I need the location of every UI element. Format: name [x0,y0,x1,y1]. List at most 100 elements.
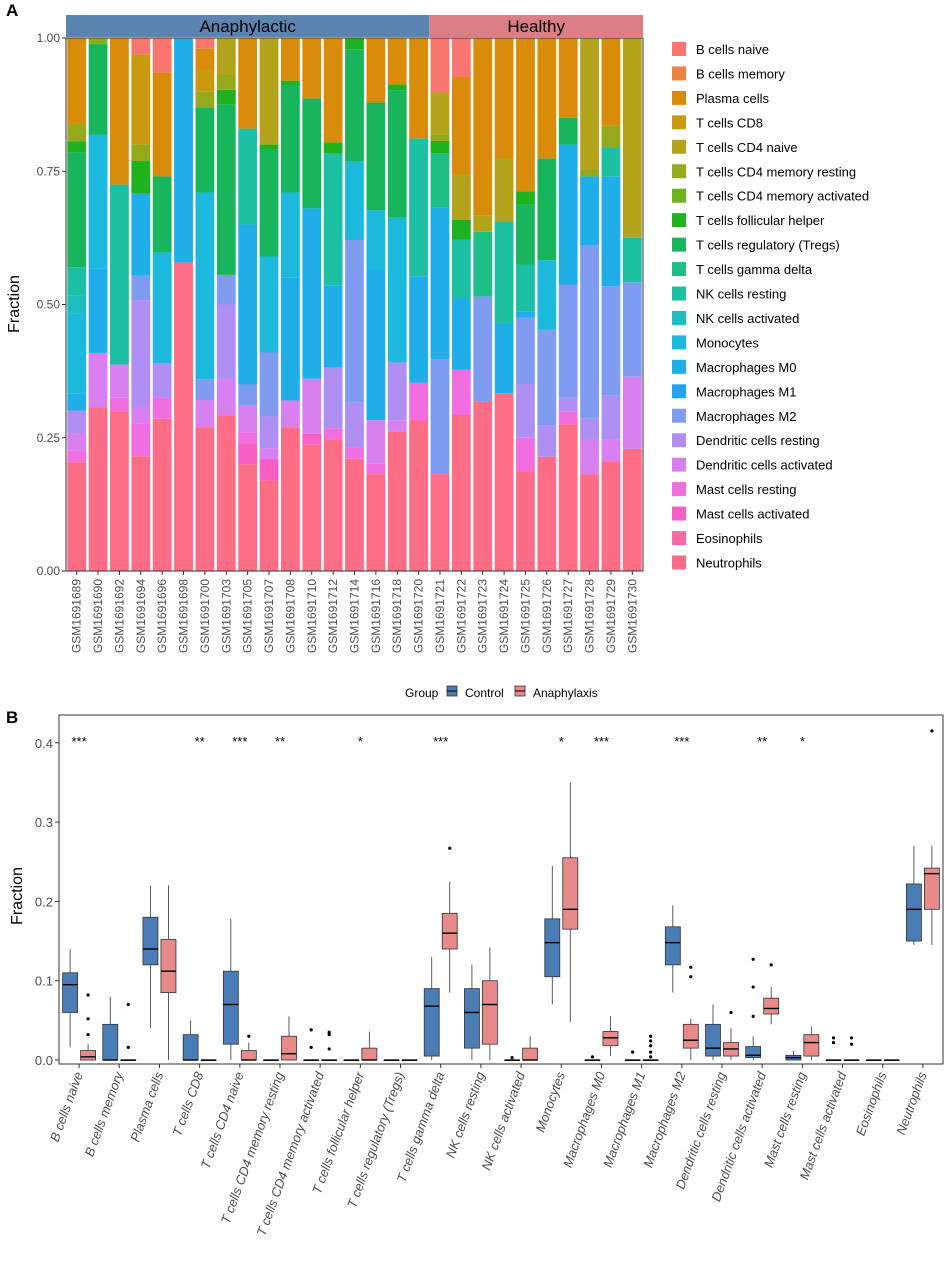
bar-segment-macrophages-m2 [238,384,258,406]
outlier-point [930,729,934,733]
outlier-point [126,1002,130,1007]
box-control [142,885,159,1029]
bar-segment-macrophages-m2 [131,275,151,301]
panel-label-b: B [6,708,18,727]
bar-segment-b-cells-naive [451,38,471,77]
bar-segment-t-cells-follicular-helper [280,80,300,86]
legend-item-nk-cells-activated: NK cells activated [672,310,799,326]
bar-segment-nk-cells-resting [451,239,471,298]
bar-segment-mast-cells-resting [345,447,364,459]
bar-segment-t-cells-regulatory-tregs [537,158,557,261]
bar-stack-gsm1691692 [110,38,129,571]
box-body [745,1046,762,1059]
box-control [584,1055,601,1062]
box-body [602,1031,619,1047]
x-tick-label: GSM1691696 [155,579,169,653]
x-tick-label: Mast cells resting [761,1069,810,1169]
box-body [544,918,561,978]
bar-segment-t-cells-regulatory-tregs [259,149,279,257]
box-anaphylaxis [240,1034,257,1061]
bar-segment-t-cells-follicular-helper [323,142,343,154]
bar-segment-plasma-cells [494,38,514,159]
bar-segment-plasma-cells [516,38,535,192]
box-body [182,1034,199,1061]
legend-item-t-cells-cd4-memory-resting: T cells CD4 memory resting [672,164,856,179]
box-group-monocytes: * [544,734,579,1022]
box-group-b-cells-memory [102,996,137,1062]
box-body [441,912,458,950]
bar-segment-macrophages-m2 [473,296,493,402]
bar-segment-neutrophils [323,439,343,571]
legend-swatch [672,213,686,228]
bar-segment-neutrophils [67,462,87,571]
group-legend: Group Control Anaphylaxis [405,685,598,700]
bar-segment-macrophages-m2 [601,286,621,396]
x-tick-label: Eosinophils [853,1069,890,1137]
bar-segment-t-cells-regulatory-tregs [216,104,236,275]
bar-segment-plasma-cells [110,38,129,185]
x-tick-label: GSM1691708 [283,579,297,653]
box-control [182,1020,199,1061]
bar-segment-t-cells-cd4-memory-resting [216,75,236,90]
legend-swatch [672,237,686,252]
box-group-t-cells-regulatory-tregs [383,1059,418,1062]
box-control [745,957,762,1061]
bar-segment-t-cells-cd4-memory-resting [601,125,621,148]
legend-swatch [672,384,686,399]
box-body [906,883,922,942]
bar-segment-mast-cells-resting [131,423,151,457]
bar-segment-macrophages-m0 [323,285,343,368]
box-anaphylaxis [522,1036,538,1061]
box-group-b-cells-naive: *** [62,734,96,1061]
group-strip-label: Anaphylactic [199,17,296,36]
x-tick-label: GSM1691720 [412,579,426,653]
bar-segment-mast-cells-resting [409,382,429,421]
bar-segment-t-cells-follicular-helper [216,89,236,105]
box-control [624,1050,641,1062]
significance-mark: * [559,734,564,749]
legend-item-t-cells-gamma-delta: T cells gamma delta [672,262,813,277]
bar-segment-plasma-cells [409,38,429,139]
bar-segment-macrophages-m0 [174,38,193,263]
significance-mark: ** [275,734,285,749]
bar-segment-neutrophils [280,427,300,571]
bar-segment-macrophages-m2 [516,317,535,385]
x-tick-label: GSM1691726 [540,579,554,653]
x-tick-label: GSM1691724 [497,579,511,653]
legend-label: NK cells activated [696,311,799,326]
bar-segment-t-cells-follicular-helper [516,191,535,205]
legend-item-t-cells-cd4-naive: T cells CD4 naive [672,139,798,155]
stacked-bar-chart: Fraction Anaphylactic Healthy GSM1691689 GS… [6,15,644,653]
box-anaphylaxis [803,1026,820,1061]
bar-segment-plasma-cells [302,38,322,99]
outlier-point [448,846,452,850]
bar-segment-t-cells-regulatory-tregs [88,44,108,135]
bar-stack-gsm1691723 [473,38,493,571]
bar-segment-dendritic-cells-activated [238,405,258,433]
bar-segment-macrophages-m2 [195,379,215,401]
bar-segment-neutrophils [558,424,578,571]
box-anaphylaxis [602,1016,619,1057]
bar-segment-dendritic-cells-resting [131,300,151,407]
x-tick-label: GSM1691700 [198,579,212,653]
legend-swatch [672,42,686,56]
bar-segment-t-cells-regulatory-tregs [387,90,407,218]
box-group-eosinophils [865,1059,900,1062]
bar-segment-neutrophils [238,464,258,571]
bar-segment-macrophages-m0 [366,269,386,421]
box-control [785,1050,802,1061]
box-body [80,1050,96,1061]
bar-segment-dendritic-cells-activated [88,352,108,408]
bar-segment-macrophages-m0 [494,323,514,394]
box-control [263,1059,279,1062]
bar-segment-neutrophils [302,444,322,571]
box-anaphylaxis [482,947,498,1061]
bar-segment-dendritic-cells-resting [259,416,279,449]
x-tick-label: GSM1691730 [625,579,639,653]
legend-label: B cells memory [696,66,785,81]
bar-segment-plasma-cells [152,72,172,177]
box-control [544,865,561,1005]
bar-stack-gsm1691724 [494,38,514,571]
outlier-point [86,1033,90,1037]
box-anaphylaxis [843,1036,860,1062]
